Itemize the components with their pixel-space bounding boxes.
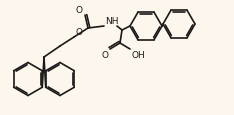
Text: OH: OH (131, 51, 145, 59)
Text: NH: NH (105, 17, 118, 26)
Text: O: O (76, 6, 83, 15)
Text: O: O (101, 51, 108, 59)
Text: O: O (75, 28, 82, 37)
